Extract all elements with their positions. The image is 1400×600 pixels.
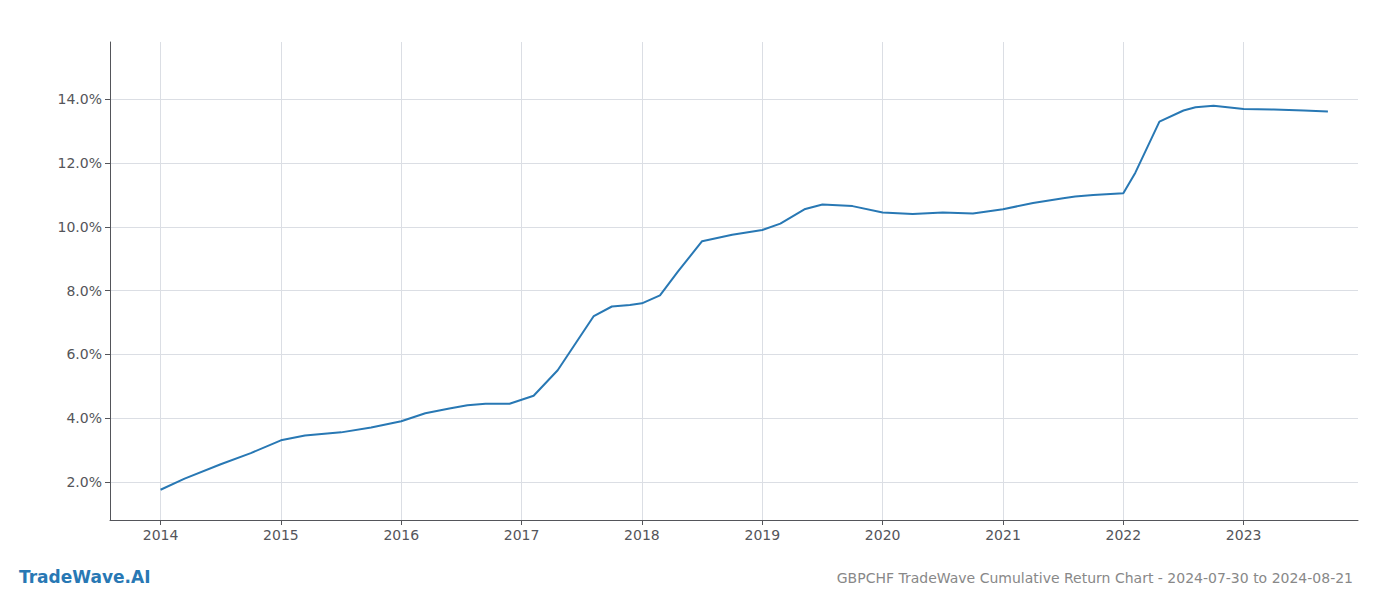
svg-text:2020: 2020 <box>865 527 901 543</box>
svg-text:2019: 2019 <box>744 527 780 543</box>
svg-text:TradeWave.AI: TradeWave.AI <box>19 567 150 587</box>
svg-text:2.0%: 2.0% <box>66 474 102 490</box>
svg-text:8.0%: 8.0% <box>66 283 102 299</box>
svg-text:2023: 2023 <box>1226 527 1262 543</box>
svg-text:14.0%: 14.0% <box>58 91 102 107</box>
svg-text:12.0%: 12.0% <box>58 155 102 171</box>
svg-text:2017: 2017 <box>504 527 540 543</box>
svg-text:GBPCHF TradeWave Cumulative Re: GBPCHF TradeWave Cumulative Return Chart… <box>837 570 1353 586</box>
svg-text:2021: 2021 <box>985 527 1021 543</box>
svg-text:2022: 2022 <box>1106 527 1142 543</box>
svg-text:10.0%: 10.0% <box>58 219 102 235</box>
svg-text:6.0%: 6.0% <box>66 346 102 362</box>
svg-text:2015: 2015 <box>263 527 299 543</box>
svg-text:2014: 2014 <box>143 527 179 543</box>
svg-text:4.0%: 4.0% <box>66 410 102 426</box>
svg-text:2018: 2018 <box>624 527 660 543</box>
svg-text:2016: 2016 <box>383 527 419 543</box>
